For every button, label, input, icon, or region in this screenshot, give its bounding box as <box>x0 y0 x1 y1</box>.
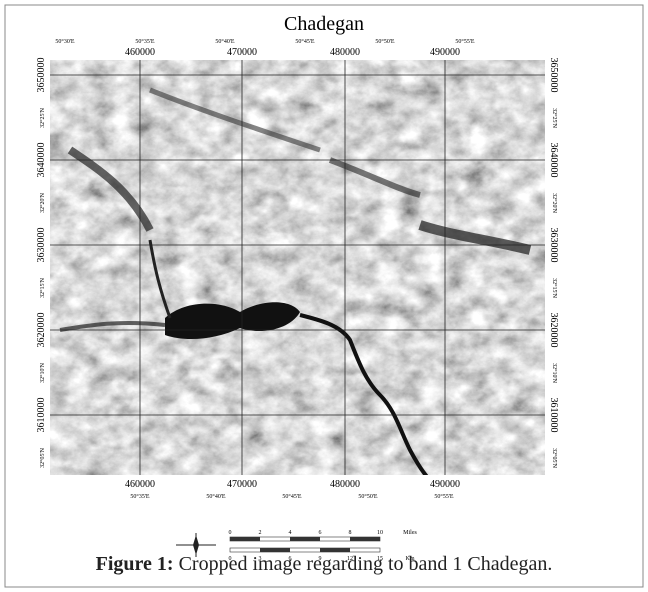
degree-label: 50°40'E <box>206 493 225 500</box>
northing-label: 3640000 <box>36 143 47 178</box>
degree-label: 50°35'E <box>135 38 154 45</box>
degree-label: 32°05'N <box>551 448 558 468</box>
degree-label: 32°15'N <box>39 277 46 297</box>
degree-label: 32°20'N <box>551 193 558 213</box>
scale-label: 8 <box>349 530 352 536</box>
caption: Figure 1: Cropped image regarding to ban… <box>0 553 648 576</box>
easting-label: 460000 <box>125 479 155 490</box>
easting-label: 460000 <box>125 47 155 58</box>
caption-text: Cropped image regarding to band 1 Chadeg… <box>178 553 553 575</box>
easting-label: 470000 <box>227 479 257 490</box>
scale-label: 9 <box>319 556 322 562</box>
degree-label: 32°10'N <box>39 362 46 382</box>
easting-label: 490000 <box>430 479 460 490</box>
degree-label: 50°55'E <box>434 493 453 500</box>
easting-label: 470000 <box>227 47 257 58</box>
degree-label: 50°40'E <box>215 38 234 45</box>
map-title: Chadegan <box>284 13 364 35</box>
scale-label: 10 <box>377 530 383 536</box>
scale-label: 4 <box>289 530 292 536</box>
northing-label: 3650000 <box>36 58 47 93</box>
easting-label: 490000 <box>430 47 460 58</box>
northing-label: 3620000 <box>36 313 47 348</box>
northing-label: 3630000 <box>548 228 559 263</box>
north-arrow <box>176 533 216 557</box>
grid <box>50 60 545 475</box>
northing-label: 3610000 <box>36 398 47 433</box>
scale-label: 12 <box>347 556 353 562</box>
northing-label: 3650000 <box>548 58 559 93</box>
degree-label: 32°10'N <box>551 363 558 383</box>
easting-label: 480000 <box>330 47 360 58</box>
degree-label: 50°45'E <box>295 38 314 45</box>
degree-label: 50°50'E <box>375 38 394 45</box>
satellite-image <box>50 60 545 475</box>
scale-label: 3 <box>259 556 262 562</box>
degree-label: 50°30'E <box>55 38 74 45</box>
scale-bar <box>229 536 381 553</box>
scale-label: Miles <box>403 530 417 536</box>
scale-label: 0 <box>229 530 232 536</box>
degree-label: 50°50'E <box>358 493 377 500</box>
scale-label: 2 <box>259 530 262 536</box>
northing-label: 3610000 <box>548 398 559 433</box>
easting-label: 480000 <box>330 479 360 490</box>
degree-label: 50°55'E <box>455 38 474 45</box>
northing-label: 3630000 <box>36 228 47 263</box>
scale-label: 6 <box>319 530 322 536</box>
degree-label: 50°35'E <box>130 493 149 500</box>
northing-label: 3640000 <box>548 143 559 178</box>
degree-label: 32°25'N <box>551 108 558 128</box>
scale-label: 6 <box>289 556 292 562</box>
degree-label: 32°25'N <box>39 107 46 127</box>
degree-label: 32°20'N <box>39 192 46 212</box>
scale-label: 0 <box>229 556 232 562</box>
degree-label: 50°45'E <box>282 493 301 500</box>
caption-label: Figure 1: <box>95 553 174 575</box>
scale-label: Km <box>406 556 415 562</box>
degree-label: 32°15'N <box>551 278 558 298</box>
northing-label: 3620000 <box>548 313 559 348</box>
scale-label: 15 <box>377 556 383 562</box>
degree-label: 32°05'N <box>39 447 46 467</box>
